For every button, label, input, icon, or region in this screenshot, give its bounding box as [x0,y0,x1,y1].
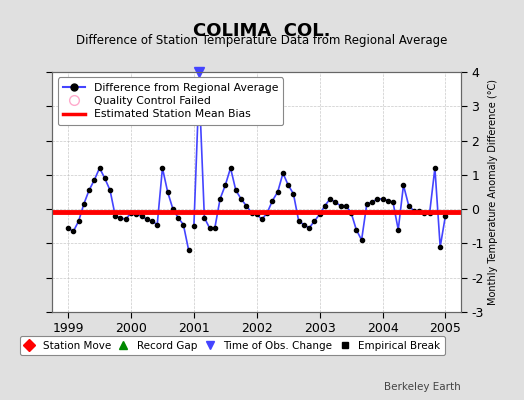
Text: COLIMA  COL.: COLIMA COL. [193,22,331,40]
Point [247,209,256,216]
Point [101,175,109,182]
Point [441,213,450,219]
Point [106,187,114,194]
Point [216,196,224,202]
Point [80,201,88,207]
Y-axis label: Monthly Temperature Anomaly Difference (°C): Monthly Temperature Anomaly Difference (… [488,79,498,305]
Point [352,226,361,233]
Point [232,187,240,194]
Point [132,211,140,218]
Point [431,165,439,171]
Point [95,165,104,171]
Point [127,209,135,216]
Point [69,228,78,235]
Point [436,244,444,250]
Point [200,214,209,221]
Point [221,182,230,188]
Point [137,213,146,219]
Point [195,82,203,89]
Point [394,226,402,233]
Point [284,182,292,188]
Point [263,209,271,216]
Point [310,218,319,224]
Point [425,209,434,216]
Point [363,201,371,207]
Point [116,214,125,221]
Point [347,209,355,216]
Point [205,225,214,231]
Point [294,218,303,224]
Point [373,196,381,202]
Legend: Station Move, Record Gap, Time of Obs. Change, Empirical Break: Station Move, Record Gap, Time of Obs. C… [20,336,445,355]
Text: Berkeley Earth: Berkeley Earth [385,382,461,392]
Point [179,221,188,228]
Point [211,225,219,231]
Point [384,197,392,204]
Point [331,199,340,206]
Text: Difference of Station Temperature Data from Regional Average: Difference of Station Temperature Data f… [77,34,447,47]
Point [158,165,167,171]
Point [242,202,250,209]
Point [226,165,235,171]
Point [143,216,151,223]
Point [289,190,298,197]
Point [237,196,245,202]
Point [148,218,156,224]
Point [389,199,397,206]
Point [279,170,287,176]
Point [336,202,345,209]
Point [410,208,418,214]
Point [253,211,261,218]
Point [169,206,177,212]
Point [190,223,198,230]
Point [305,225,313,231]
Point [342,202,350,209]
Point [357,237,366,243]
Point [405,202,413,209]
Point [85,187,93,194]
Point [111,213,119,219]
Point [415,208,423,214]
Point [420,209,429,216]
Point [64,225,72,231]
Point [326,196,334,202]
Point [163,189,172,195]
Point [399,182,408,188]
Point [274,189,282,195]
Point [378,196,387,202]
Point [184,247,193,254]
Point [174,214,182,221]
Point [74,218,83,224]
Point [90,177,99,183]
Point [300,221,308,228]
Point [368,199,376,206]
Point [268,197,277,204]
Point [153,221,161,228]
Point [258,216,266,223]
Point [321,202,329,209]
Point [122,216,130,223]
Point [315,211,324,218]
